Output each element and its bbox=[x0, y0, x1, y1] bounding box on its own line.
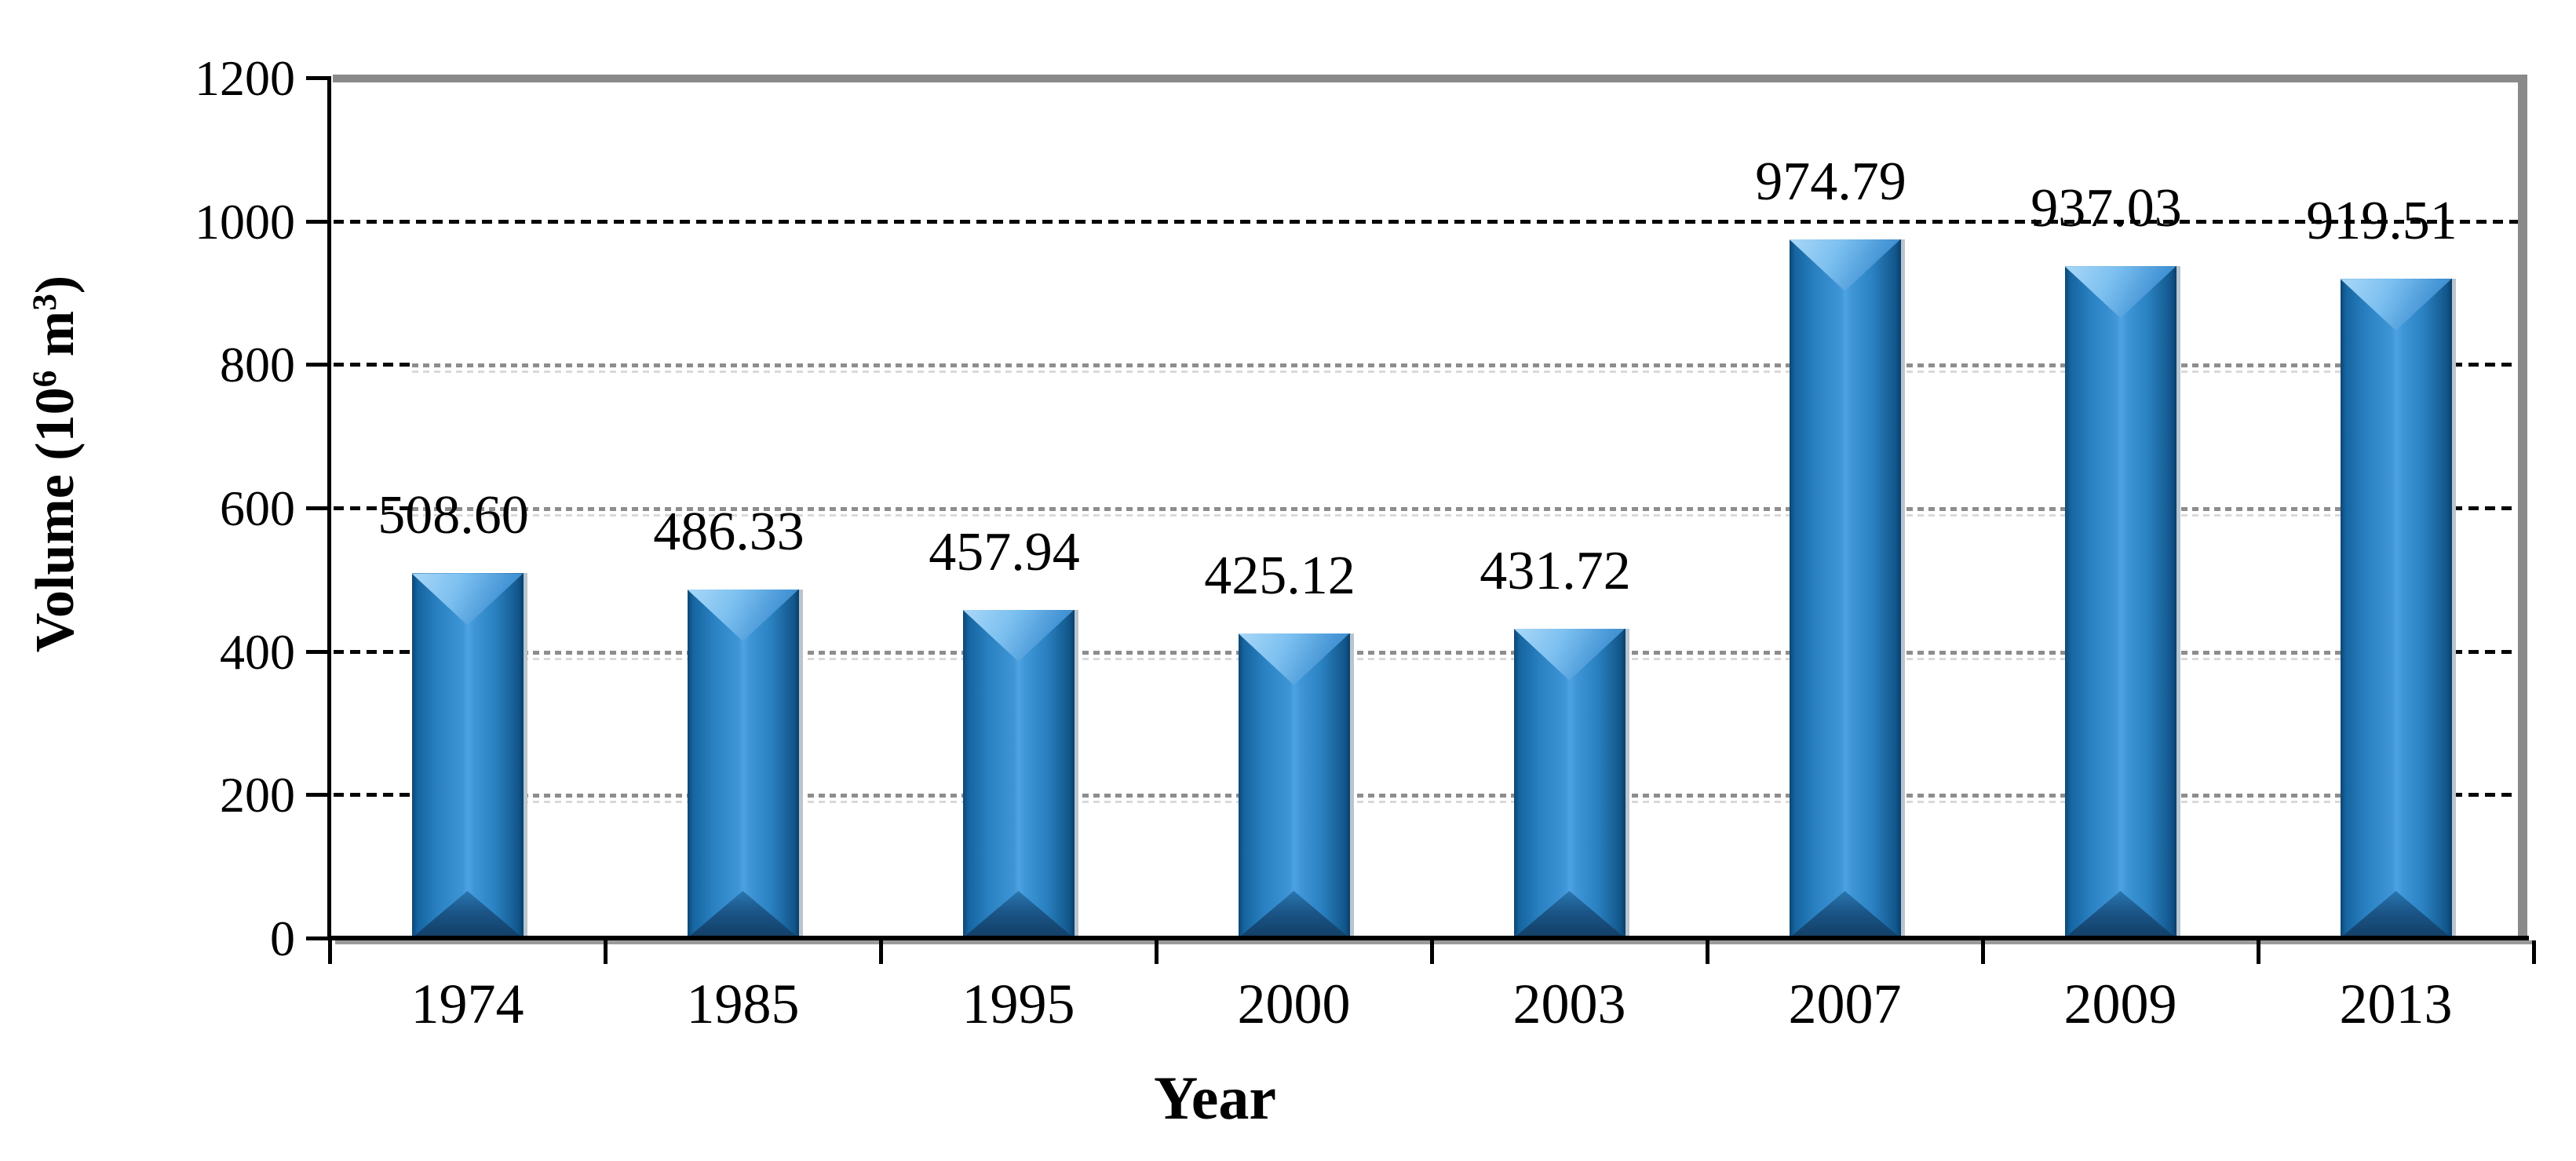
gridline-400-mid bbox=[411, 650, 2452, 655]
x-axis-tick-1 bbox=[604, 940, 608, 964]
y-axis-tick-1000 bbox=[306, 219, 330, 224]
x-tick-label-2000: 2000 bbox=[1237, 973, 1351, 1035]
bar-bottom-bevel bbox=[2064, 890, 2176, 938]
bar-bottom-bevel bbox=[1238, 890, 1350, 938]
gridline-800-echo bbox=[411, 371, 2452, 374]
bar-depth-edge bbox=[1625, 628, 1629, 938]
bar-depth-edge bbox=[798, 589, 803, 938]
value-label-2003: 431.72 bbox=[1480, 540, 1631, 601]
gridline-800-left bbox=[334, 363, 412, 367]
bar-depth-edge bbox=[1074, 609, 1078, 938]
x-axis-title: Year bbox=[1154, 1064, 1276, 1132]
value-label-2009: 937.03 bbox=[2031, 178, 2182, 239]
y-tick-label-400: 400 bbox=[220, 623, 295, 680]
bar-2000 bbox=[1238, 633, 1354, 938]
bar-bottom-bevel bbox=[2340, 890, 2452, 938]
bar-bottom-bevel bbox=[1789, 890, 1901, 938]
x-axis-tick-5 bbox=[1706, 940, 1709, 964]
bar-depth-edge bbox=[1900, 239, 1905, 938]
bar-2007 bbox=[1789, 239, 1905, 938]
y-tick-label-200: 200 bbox=[220, 767, 295, 823]
bar-bottom-bevel bbox=[411, 890, 524, 938]
bar-depth-edge bbox=[2176, 266, 2180, 938]
x-tick-label-2003: 2003 bbox=[1512, 973, 1626, 1035]
gridline-600-mid bbox=[411, 507, 2452, 511]
x-axis-tick-3 bbox=[1155, 940, 1158, 964]
x-axis-tick-2 bbox=[879, 940, 883, 964]
x-tick-label-1985: 1985 bbox=[686, 973, 800, 1035]
y-tick-label-1200: 1200 bbox=[195, 50, 295, 106]
y-axis-tick-1200 bbox=[306, 76, 330, 80]
gridline-600-echo bbox=[411, 514, 2452, 517]
gridline-400-right bbox=[2451, 649, 2518, 654]
bar-top-bevel bbox=[687, 589, 799, 641]
y-tick-label-0: 0 bbox=[270, 911, 295, 966]
y-axis-tick-400 bbox=[306, 649, 330, 654]
bar-2009 bbox=[2064, 266, 2180, 938]
x-axis-tick-7 bbox=[2257, 940, 2260, 964]
gridline-400-left bbox=[334, 649, 412, 654]
x-axis-shadow bbox=[335, 940, 2535, 944]
x-tick-label-1974: 1974 bbox=[410, 973, 524, 1035]
bar-2003 bbox=[1513, 628, 1629, 938]
value-label-2000: 425.12 bbox=[1204, 545, 1356, 606]
x-axis-line bbox=[327, 936, 2529, 940]
gridline-800-mid bbox=[411, 363, 2452, 368]
value-label-2013: 919.51 bbox=[2306, 191, 2457, 252]
bar-1985 bbox=[687, 589, 803, 938]
bar-top-bevel bbox=[2064, 266, 2176, 319]
bar-2013 bbox=[2340, 279, 2456, 938]
x-tick-label-2007: 2007 bbox=[1788, 973, 1902, 1035]
gridline-200-left bbox=[334, 793, 412, 798]
plot-right-wall bbox=[2518, 75, 2527, 940]
bar-depth-edge bbox=[2451, 279, 2456, 938]
bar-top-bevel bbox=[962, 609, 1075, 662]
bar-bottom-bevel bbox=[1513, 890, 1626, 938]
x-axis-tick-6 bbox=[1981, 940, 1985, 964]
gridline-200-mid bbox=[411, 794, 2452, 798]
x-tick-label-2013: 2013 bbox=[2339, 973, 2453, 1035]
bar-bottom-bevel bbox=[962, 890, 1075, 938]
bar-top-bevel bbox=[1789, 239, 1901, 291]
gridline-800-right bbox=[2451, 363, 2518, 367]
bar-bottom-bevel bbox=[687, 890, 799, 938]
gridline-400-echo bbox=[411, 657, 2452, 660]
value-label-1985: 486.33 bbox=[653, 501, 805, 562]
gridline-200-echo bbox=[411, 801, 2452, 804]
x-axis-tick-8 bbox=[2532, 940, 2536, 964]
bar-top-bevel bbox=[411, 573, 524, 626]
bar-top-bevel bbox=[1513, 628, 1626, 681]
x-tick-label-2009: 2009 bbox=[2063, 973, 2177, 1035]
gridline-600-right bbox=[2451, 506, 2518, 510]
y-axis-tick-0 bbox=[306, 936, 330, 940]
x-axis-tick-0 bbox=[328, 940, 332, 964]
value-label-2007: 974.79 bbox=[1755, 151, 1906, 212]
x-axis-tick-4 bbox=[1430, 940, 1434, 964]
gridline-1000 bbox=[334, 219, 2518, 224]
plot-top-wall bbox=[333, 75, 2527, 82]
y-axis-tick-800 bbox=[306, 363, 330, 367]
bar-1995 bbox=[962, 609, 1078, 938]
y-axis-tick-200 bbox=[306, 793, 330, 798]
gridline-600-left bbox=[334, 506, 412, 510]
y-tick-label-600: 600 bbox=[220, 480, 295, 536]
bar-1974 bbox=[411, 573, 527, 938]
x-tick-label-1995: 1995 bbox=[961, 973, 1075, 1035]
y-tick-label-800: 800 bbox=[220, 337, 295, 393]
bar-depth-edge bbox=[523, 573, 527, 938]
value-label-1974: 508.60 bbox=[378, 485, 529, 546]
y-axis-tick-600 bbox=[306, 506, 330, 510]
bar-depth-edge bbox=[1349, 633, 1354, 938]
gridline-200-right bbox=[2451, 793, 2518, 798]
value-label-1995: 457.94 bbox=[929, 521, 1080, 582]
bar-top-bevel bbox=[1238, 633, 1350, 685]
y-tick-label-1000: 1000 bbox=[195, 193, 295, 250]
bar-top-bevel bbox=[2340, 279, 2452, 331]
